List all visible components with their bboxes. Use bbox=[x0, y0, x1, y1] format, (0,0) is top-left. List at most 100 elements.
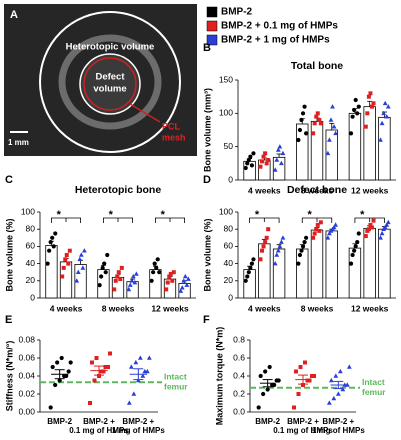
data-point bbox=[379, 120, 385, 126]
data-point bbox=[245, 161, 250, 166]
data-point bbox=[350, 252, 355, 258]
data-point bbox=[80, 265, 86, 270]
data-point bbox=[300, 111, 306, 116]
data-point bbox=[59, 355, 64, 361]
x-tick-label: 4 weeks bbox=[50, 303, 83, 313]
x-tick-label: 0.1 mg of HMPs bbox=[273, 426, 333, 435]
x-tick-label: 1 mg of HMPs bbox=[112, 426, 165, 435]
mesh-circle bbox=[83, 57, 137, 111]
data-point bbox=[132, 279, 138, 285]
data-point bbox=[348, 261, 354, 266]
data-point bbox=[314, 227, 319, 232]
data-point bbox=[260, 159, 265, 164]
data-point bbox=[385, 219, 391, 225]
data-point bbox=[368, 91, 373, 96]
data-point bbox=[278, 160, 284, 166]
x-tick-label: 12 weeks bbox=[351, 185, 389, 195]
bar bbox=[296, 248, 309, 299]
data-point bbox=[278, 239, 284, 244]
data-point bbox=[151, 270, 156, 275]
data-point bbox=[99, 274, 104, 279]
data-point bbox=[245, 274, 250, 279]
data-point bbox=[365, 111, 370, 116]
data-point bbox=[317, 228, 322, 233]
panel-label: F bbox=[203, 314, 210, 326]
y-tick-label: 0.08 bbox=[18, 334, 35, 344]
y-tick-label: 80 bbox=[26, 223, 36, 233]
data-point bbox=[299, 117, 304, 123]
data-point bbox=[133, 271, 139, 276]
data-point bbox=[331, 124, 337, 129]
data-point bbox=[328, 377, 334, 383]
data-point bbox=[48, 405, 53, 410]
significance-bracket bbox=[51, 217, 81, 223]
y-tick-label: 50 bbox=[224, 141, 234, 151]
data-point bbox=[248, 154, 253, 159]
data-point bbox=[264, 235, 269, 240]
data-point bbox=[243, 165, 248, 171]
data-point bbox=[280, 235, 286, 240]
data-point bbox=[382, 224, 388, 230]
data-point bbox=[168, 271, 173, 276]
data-point bbox=[75, 269, 81, 274]
data-point bbox=[47, 248, 52, 253]
data-point bbox=[385, 104, 391, 109]
data-point bbox=[184, 282, 190, 287]
data-point bbox=[378, 235, 383, 240]
y-tick-label: 0.06 bbox=[18, 352, 35, 362]
data-point bbox=[115, 274, 120, 279]
image-panel: A Heterotopic volume Defect volume PCL m… bbox=[4, 4, 197, 156]
data-point bbox=[355, 111, 360, 116]
data-point bbox=[296, 137, 301, 143]
data-point bbox=[61, 265, 66, 270]
data-point bbox=[301, 383, 305, 387]
data-point bbox=[314, 114, 319, 119]
data-point bbox=[300, 244, 306, 249]
panel-label: D bbox=[203, 174, 211, 186]
data-point bbox=[382, 100, 388, 106]
data-point bbox=[353, 97, 358, 103]
data-point bbox=[140, 373, 146, 378]
data-point bbox=[298, 365, 303, 369]
bar bbox=[348, 112, 362, 181]
defect-circle bbox=[79, 53, 141, 115]
data-point bbox=[116, 270, 121, 275]
data-point bbox=[167, 274, 172, 279]
data-point bbox=[263, 151, 268, 156]
bar bbox=[310, 120, 324, 181]
data-point bbox=[182, 273, 188, 279]
y-axis-label: Bone volume (%) bbox=[202, 218, 212, 291]
data-point bbox=[296, 261, 301, 266]
data-point bbox=[317, 118, 322, 122]
y-tick-label: 0 bbox=[228, 292, 233, 302]
significance-label: * bbox=[57, 209, 62, 221]
mesh-label: PCL bbox=[162, 121, 181, 131]
data-point bbox=[304, 131, 309, 136]
data-point bbox=[311, 131, 316, 136]
data-point bbox=[66, 369, 71, 374]
data-point bbox=[50, 235, 55, 240]
data-point bbox=[276, 378, 281, 383]
data-point bbox=[327, 137, 332, 142]
y-tick-label: 0.2 bbox=[233, 388, 245, 398]
data-point bbox=[103, 365, 108, 369]
data-point bbox=[103, 270, 108, 275]
data-point bbox=[248, 265, 253, 270]
data-point bbox=[64, 253, 69, 257]
x-tick-label: 12 weeks bbox=[151, 303, 189, 313]
data-point bbox=[77, 256, 83, 262]
data-point bbox=[274, 252, 280, 257]
data-point bbox=[363, 124, 368, 129]
data-point bbox=[384, 114, 390, 119]
data-point bbox=[142, 368, 148, 374]
data-point bbox=[90, 360, 94, 365]
y-tick-label: 60 bbox=[26, 241, 36, 251]
data-point bbox=[325, 235, 331, 240]
data-point bbox=[181, 278, 187, 283]
data-point bbox=[318, 121, 323, 126]
data-point bbox=[277, 243, 283, 249]
y-tick-label: 0.04 bbox=[18, 370, 35, 380]
significance-label: * bbox=[255, 209, 260, 221]
y-tick-label: 0.02 bbox=[18, 388, 35, 398]
data-point bbox=[78, 252, 84, 257]
